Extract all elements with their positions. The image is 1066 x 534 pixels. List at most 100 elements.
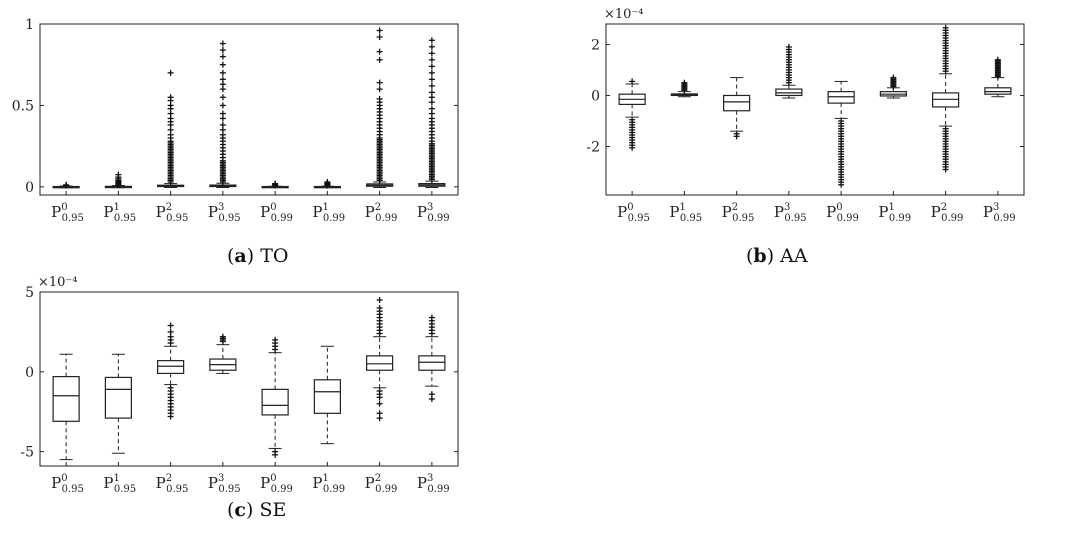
outlier-marker (219, 47, 226, 54)
x-tick-label: P0 0.99 (260, 473, 293, 495)
x-tick-label: P1 0.99 (878, 202, 911, 224)
x-tick-label: P1 0.99 (312, 473, 345, 495)
outlier-marker (428, 82, 435, 89)
x-tick-label: P2 0.99 (365, 473, 398, 495)
box-1 (618, 78, 646, 151)
y-exponent-label: ×10⁻⁴ (38, 275, 78, 290)
outlier-marker (376, 400, 383, 407)
outlier-marker (428, 37, 435, 44)
outlier-marker (428, 395, 435, 402)
outlier-marker (376, 394, 383, 401)
outlier-marker (428, 76, 435, 83)
box-3 (157, 322, 185, 420)
x-tick-label: P2 0.95 (722, 202, 755, 224)
plot-frame (39, 23, 459, 196)
x-tick-label: P1 0.95 (103, 473, 136, 495)
outlier-marker (376, 296, 383, 303)
y-tick-label: 0 (591, 88, 600, 104)
y-tick-label: -2 (586, 140, 600, 156)
x-tick-label: P1 0.95 (669, 202, 702, 224)
outlier-marker (324, 178, 331, 185)
outlier-marker (219, 110, 226, 117)
box-iqr (932, 92, 960, 108)
x-tick-label: P1 0.99 (312, 202, 345, 224)
plot-frame (605, 23, 1025, 196)
outlier-marker (219, 333, 226, 340)
x-tick-label: P2 0.99 (931, 202, 964, 224)
panel-to: 0 0.5 1 P0 0.95 P1 0.95 P2 0.95 P3 0.95 P0 0.99 P1 0.9… (0, 0, 533, 278)
outlier-marker (167, 413, 174, 420)
box-iqr (827, 91, 855, 104)
outlier-marker (219, 121, 226, 128)
outlier-marker (272, 451, 279, 458)
x-tick-label: P3 0.99 (417, 202, 450, 224)
x-tick-label: P0 0.95 (51, 473, 84, 495)
box-iqr (313, 379, 341, 414)
outlier-marker (785, 43, 792, 50)
box-iqr (723, 94, 751, 112)
outlier-marker (428, 89, 435, 96)
y-tick-label: 0 (25, 180, 34, 196)
outlier-marker (629, 144, 636, 151)
box-2 (104, 171, 132, 189)
box-4 (209, 333, 237, 374)
y-tick-label: 2 (591, 37, 600, 53)
x-tick-label: P1 0.95 (103, 202, 136, 224)
outlier-marker (942, 24, 949, 31)
y-tick-label: 0.5 (12, 98, 34, 114)
outlier-marker (890, 74, 897, 81)
x-tick-label: P0 0.95 (51, 202, 84, 224)
box-1 (52, 353, 80, 461)
outlier-marker (167, 322, 174, 329)
box-2 (104, 353, 132, 454)
box-2 (670, 79, 698, 98)
outlier-marker (376, 48, 383, 55)
boxplot-se: -5 0 5 ×10⁻⁴ P0 0.95 P1 0.95 P2 0.95 P3 0.95 P0 0.99 P… (20, 275, 459, 495)
box-3 (157, 69, 185, 189)
outlier-marker (115, 171, 122, 178)
outlier-marker (376, 34, 383, 41)
outlier-marker (428, 105, 435, 112)
y-tick-label: 5 (25, 285, 34, 301)
x-tick-label: P3 0.99 (417, 473, 450, 495)
boxplot-to: 0 0.5 1 P0 0.95 P1 0.95 P2 0.95 P3 0.95 P0 0.99 P1 0.9… (12, 17, 459, 224)
x-tick-label: P0 0.95 (617, 202, 650, 224)
outlier-marker (272, 180, 279, 187)
box-8 (984, 56, 1012, 98)
outlier-marker (376, 56, 383, 63)
outlier-marker (167, 328, 174, 335)
box-7 (932, 24, 960, 173)
x-tick-label: P2 0.95 (156, 202, 189, 224)
box-4 (209, 40, 237, 189)
box-8 (418, 314, 446, 402)
caption-aa: (b) AA (746, 245, 808, 267)
outlier-marker (219, 69, 226, 76)
outlier-marker (376, 86, 383, 93)
outlier-marker (428, 63, 435, 70)
outlier-marker (219, 94, 226, 101)
box-6 (879, 74, 907, 99)
outlier-marker (681, 79, 688, 86)
caption-se: (c) SE (227, 499, 287, 521)
outlier-marker (428, 69, 435, 76)
box-6 (313, 178, 341, 189)
panel-se: -5 0 5 ×10⁻⁴ P0 0.95 P1 0.95 P2 0.95 P3 0.95 P0 0.99 P… (0, 268, 533, 530)
outlier-marker (219, 53, 226, 60)
box-4 (775, 43, 803, 99)
outlier-marker (376, 27, 383, 34)
outlier-marker (428, 56, 435, 63)
box-iqr (104, 376, 132, 419)
outlier-marker (629, 78, 636, 85)
outlier-marker (219, 76, 226, 83)
plot-frame (39, 291, 459, 467)
outlier-marker (63, 181, 70, 188)
box-7 (366, 27, 394, 189)
box-6 (313, 345, 341, 445)
box-5 (261, 180, 289, 189)
box-iqr (775, 88, 803, 97)
outlier-marker (428, 43, 435, 50)
outlier-marker (376, 79, 383, 86)
caption-to: (a) TO (227, 245, 289, 267)
outlier-marker (733, 133, 740, 140)
x-tick-label: P2 0.95 (156, 473, 189, 495)
